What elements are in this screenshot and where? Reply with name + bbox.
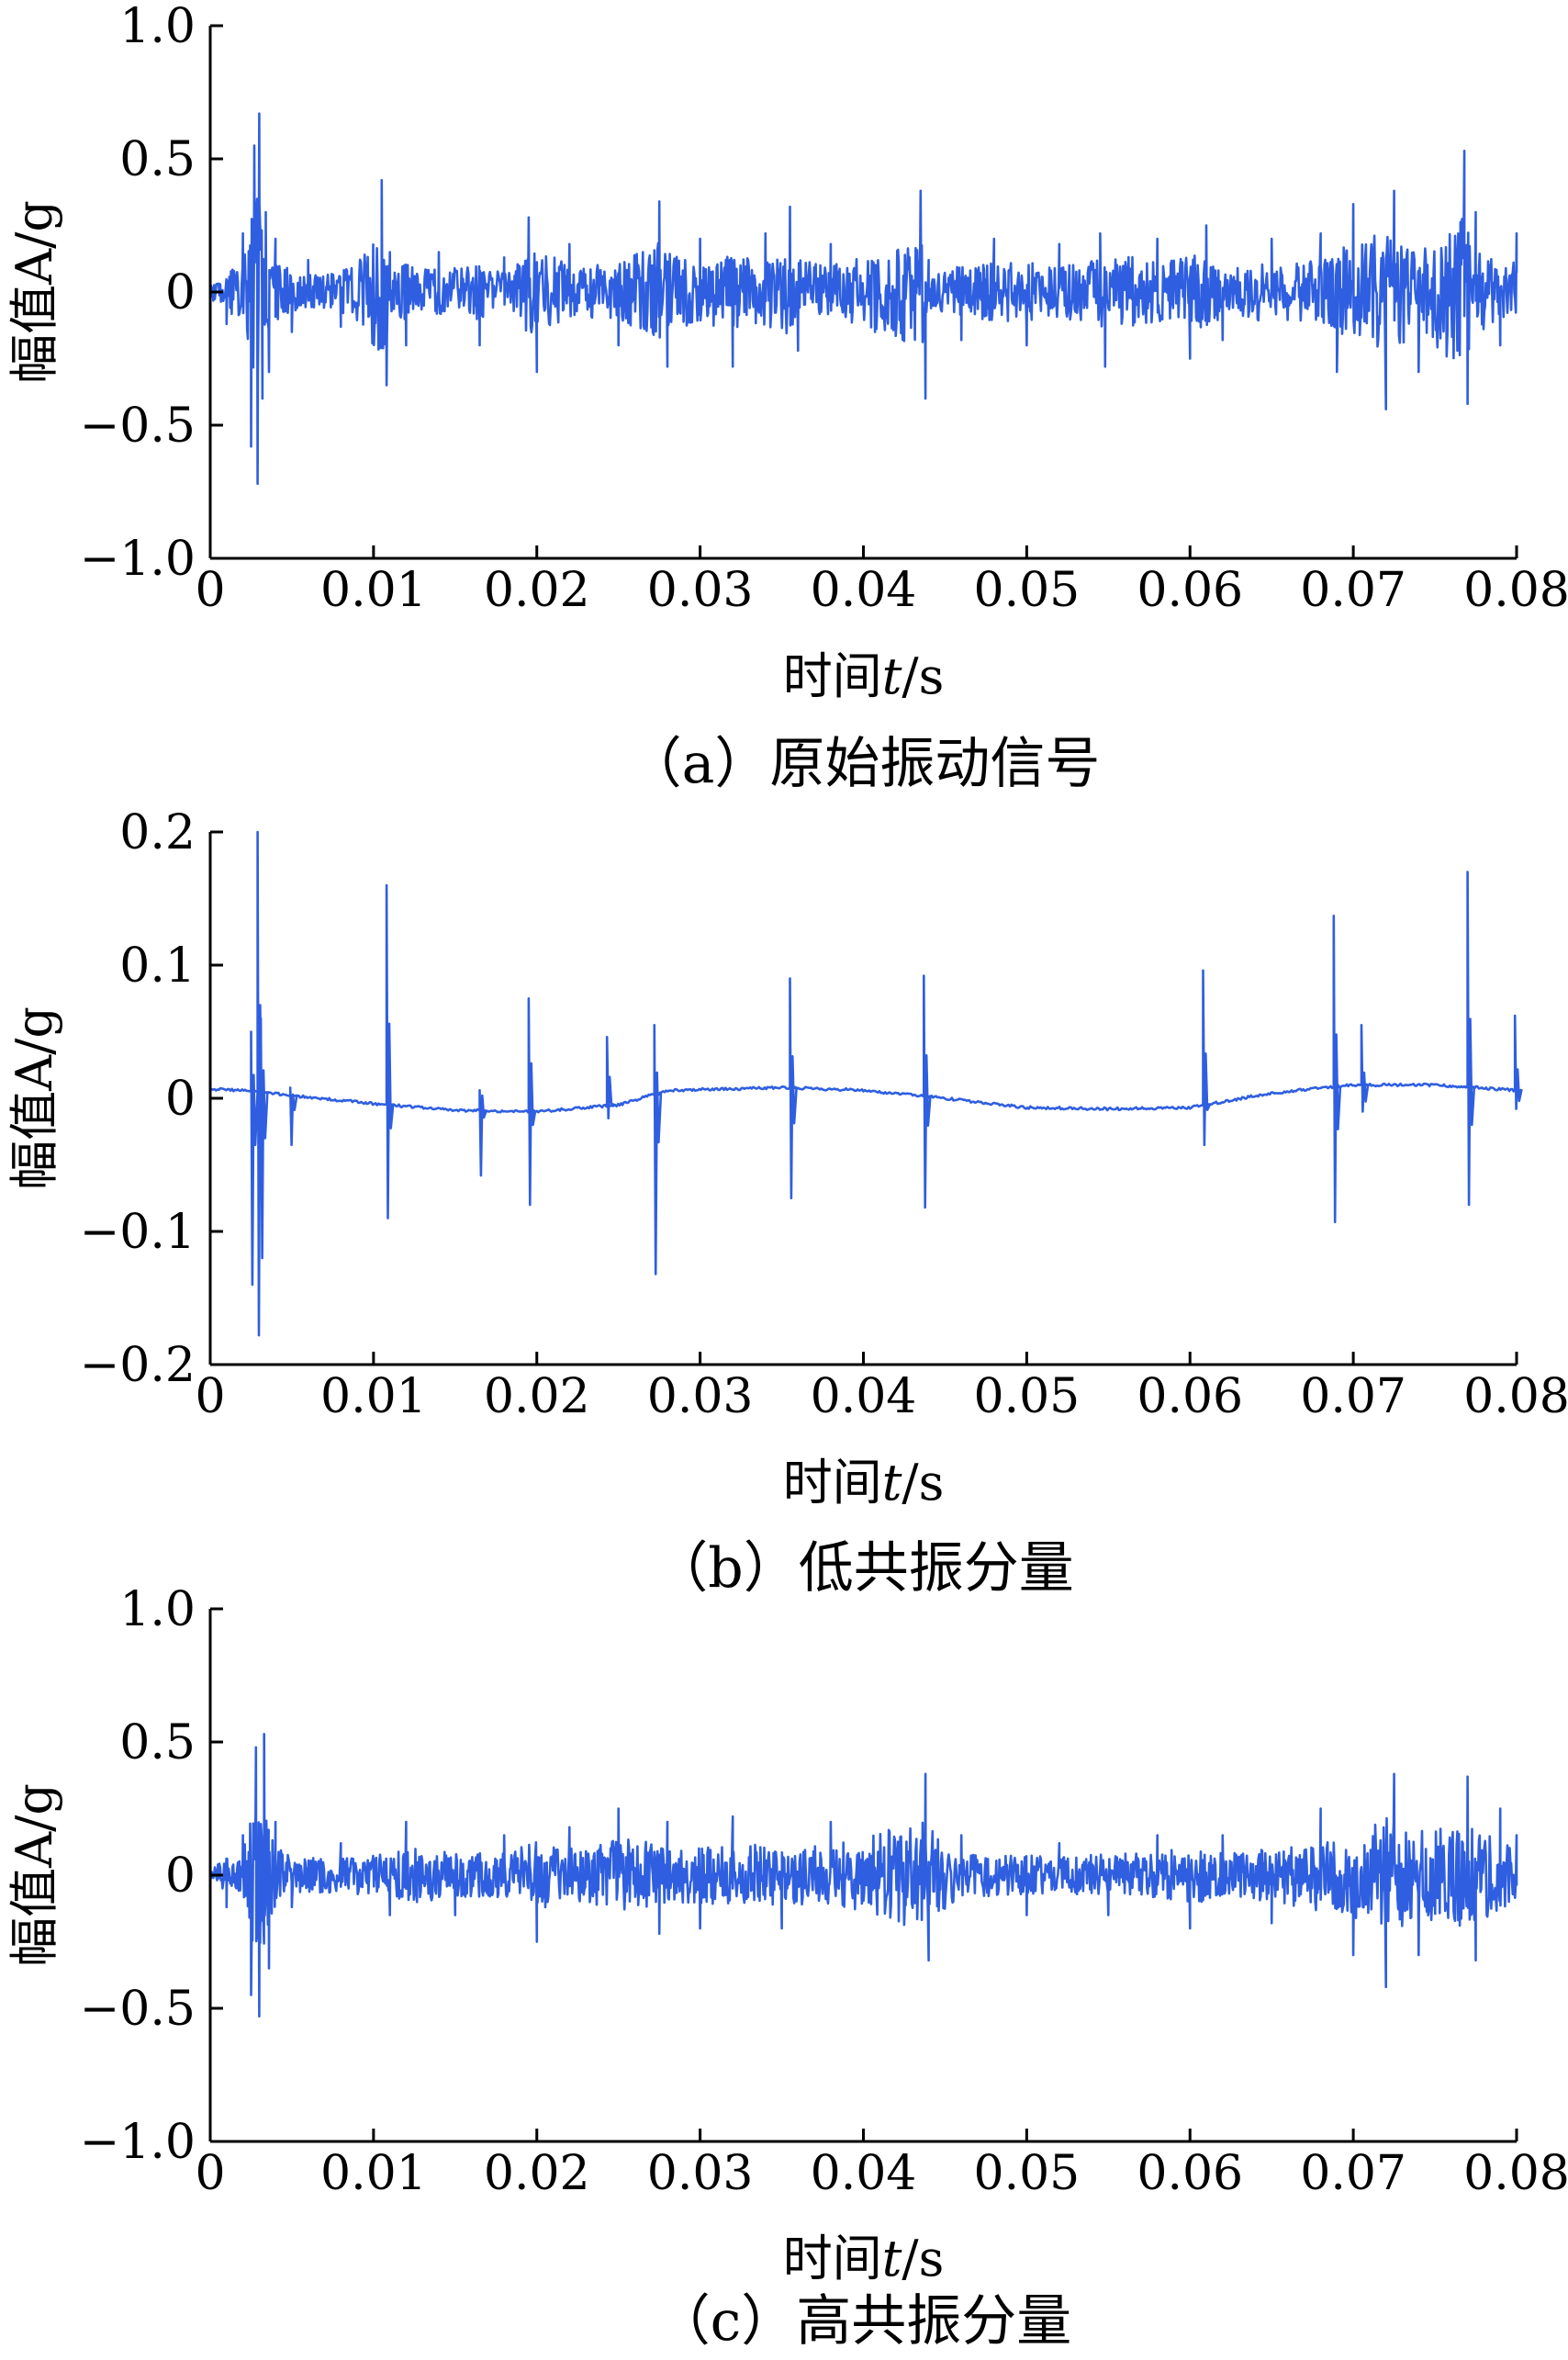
x-tick-label: 0.06 [1137, 1369, 1243, 1424]
x-tick-label: 0.08 [1463, 563, 1568, 618]
x-axis-title-unit: /s [902, 2230, 944, 2287]
signal-line [209, 830, 1523, 1337]
y-tick-label: 0.1 [119, 938, 196, 994]
y-axis-title: 幅值A/g [6, 1783, 63, 1967]
y-axis-title: 幅值A/g [6, 1006, 63, 1190]
y-tick-label: 0.5 [119, 1715, 196, 1770]
panel-c: 1.00.50−0.5−1.00 0.01 0.02 0.03 0.04 0.05 0.06… [6, 1582, 1568, 2354]
x-tick-label: 0.03 [647, 1369, 754, 1424]
x-tick-label: 0.01 [320, 2146, 427, 2201]
x-axis-title-main: 时间 [783, 2230, 882, 2287]
x-tick-label: 0.01 [320, 1369, 427, 1424]
signal-line [208, 1733, 1518, 2017]
panel-a: 1.00.50−0.5−1.00 0.01 0.02 0.03 0.04 0.05 0.06… [6, 0, 1568, 796]
y-tick-label: −1.0 [80, 2115, 196, 2170]
x-axis-title-unit: /s [902, 647, 944, 705]
x-tick-label: 0.03 [647, 2146, 754, 2201]
x-tick-label: 0.05 [973, 1369, 1080, 1424]
x-axis-title-var: t [882, 647, 902, 705]
y-tick-label: −0.1 [80, 1205, 196, 1260]
y-tick-label: 1.0 [119, 1582, 196, 1637]
y-tick-label: 0 [165, 1072, 196, 1127]
x-axis-title: 时间t/s [783, 1454, 945, 1512]
x-tick-label: 0.02 [484, 563, 590, 618]
y-tick-label: 0 [165, 1849, 196, 1904]
x-axis-title-var: t [882, 2230, 902, 2287]
signal-line [208, 112, 1518, 486]
x-tick-label: 0.06 [1137, 563, 1243, 618]
x-tick-label: 0 [195, 2146, 225, 2201]
x-tick-label: 0.05 [973, 2146, 1080, 2201]
x-tick-label: 0.04 [811, 2146, 917, 2201]
panel-caption: （b）低共振分量 [653, 1536, 1073, 1601]
x-axis-title-main: 时间 [783, 647, 882, 705]
y-tick-label: 0.5 [119, 132, 196, 187]
panel-b: 0.20.10−0.1−0.20 0.01 0.02 0.03 0.04 0.05 0.06… [6, 805, 1568, 1601]
y-tick-label: −0.2 [80, 1338, 196, 1393]
x-tick-label: 0.08 [1463, 2146, 1568, 2201]
x-tick-label: 0.08 [1463, 1369, 1568, 1424]
x-tick-label: 0.02 [484, 1369, 590, 1424]
x-axis-title: 时间t/s [783, 2230, 945, 2287]
x-tick-label: 0.01 [320, 563, 427, 618]
y-tick-label: −0.5 [80, 1982, 196, 2037]
x-tick-label: 0.07 [1300, 2146, 1406, 2201]
x-tick-label: 0.04 [811, 563, 917, 618]
x-axis-title: 时间t/s [783, 647, 945, 705]
x-tick-label: 0.05 [973, 563, 1080, 618]
x-axis-title-unit: /s [902, 1454, 944, 1512]
y-tick-label: 1.0 [119, 0, 196, 54]
panel-caption: （a）原始振动信号 [627, 732, 1101, 796]
y-tick-label: −1.0 [80, 532, 196, 587]
x-axis-title-var: t [882, 1454, 902, 1512]
x-tick-label: 0.02 [484, 2146, 590, 2201]
x-tick-label: 0.07 [1300, 1369, 1406, 1424]
y-axis-title: 幅值A/g [6, 200, 63, 384]
x-axis-title-main: 时间 [783, 1454, 882, 1512]
panel-caption: （c）高共振分量 [655, 2289, 1072, 2354]
x-tick-label: 0.06 [1137, 2146, 1243, 2201]
x-tick-label: 0 [195, 1369, 225, 1424]
y-tick-label: 0.2 [119, 805, 196, 860]
y-tick-label: 0 [165, 265, 196, 320]
x-tick-label: 0 [195, 563, 225, 618]
y-tick-label: −0.5 [80, 399, 196, 454]
x-tick-label: 0.03 [647, 563, 754, 618]
x-tick-label: 0.07 [1300, 563, 1406, 618]
x-tick-label: 0.04 [811, 1369, 917, 1424]
